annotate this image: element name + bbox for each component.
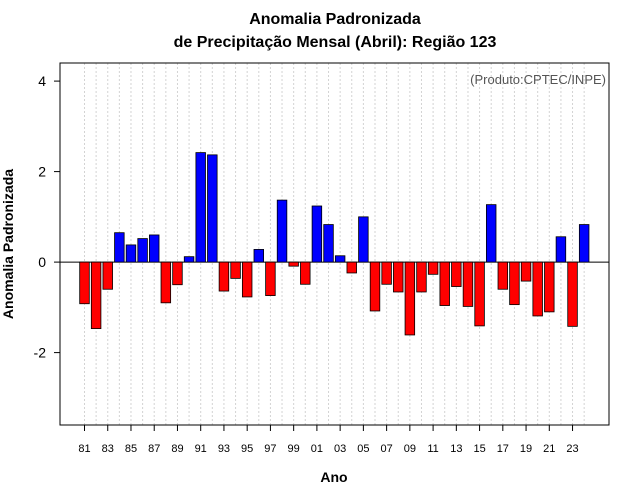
bar-82 — [90, 261, 102, 330]
x-tick-label: 85 — [125, 443, 137, 455]
y-tick-label: 2 — [38, 164, 46, 180]
bar-06 — [369, 261, 381, 312]
bar-24 — [578, 224, 590, 263]
bar-05 — [358, 216, 369, 263]
x-tick-label: 23 — [566, 443, 578, 455]
bar-14 — [462, 261, 474, 307]
x-tick-label: 83 — [102, 443, 114, 455]
x-tick-label: 17 — [497, 443, 509, 455]
bar-15 — [474, 261, 485, 327]
bar-94 — [230, 261, 241, 279]
y-tick-label: 0 — [38, 254, 46, 270]
x-tick-label: 15 — [473, 443, 485, 455]
bar-09 — [404, 261, 416, 336]
bars-group — [79, 152, 590, 336]
grid-lines — [84, 63, 585, 425]
x-tick-label: 13 — [450, 443, 462, 455]
bar-85 — [125, 244, 137, 263]
x-tick-label: 21 — [543, 443, 555, 455]
x-tick-label: 19 — [520, 443, 532, 455]
bar-23 — [567, 261, 578, 327]
x-tick-label: 89 — [171, 443, 183, 455]
x-tick-label: 09 — [404, 443, 416, 455]
bar-12 — [439, 261, 450, 306]
bar-01 — [311, 205, 323, 263]
bar-90 — [183, 256, 195, 263]
bar-86 — [137, 238, 148, 263]
x-axis: 81 83 85 87 89 91 93 95 97 99 01 03 05 07 09 11 13 15 17 19… — [78, 425, 579, 455]
x-tick-label: 87 — [148, 443, 160, 455]
x-tick-label: 97 — [264, 443, 276, 455]
bar-17 — [497, 261, 509, 290]
bar-10 — [416, 261, 427, 293]
x-tick-label: 93 — [218, 443, 230, 455]
bar-81 — [79, 261, 90, 305]
x-tick-label: 95 — [241, 443, 253, 455]
credit-label: (Produto:CPTEC/INPE) — [470, 72, 606, 87]
bar-20 — [532, 261, 543, 317]
bar-89 — [172, 261, 183, 286]
bar-92 — [207, 154, 218, 263]
bar-93 — [218, 261, 230, 292]
bar-22 — [555, 236, 567, 263]
x-tick-label: 05 — [357, 443, 369, 455]
bar-87 — [149, 234, 160, 263]
bar-16 — [485, 204, 497, 263]
bar-98 — [276, 199, 288, 263]
bar-03 — [334, 255, 346, 263]
bar-96 — [253, 249, 265, 263]
bar-08 — [393, 261, 404, 293]
bar-02 — [323, 224, 334, 263]
x-tick-label: 07 — [380, 443, 392, 455]
plot-box — [59, 62, 610, 426]
bar-84 — [114, 232, 125, 263]
x-tick-label: 11 — [427, 443, 438, 455]
y-tick-label: 4 — [38, 73, 46, 89]
chart-title-line2: de Precipitação Mensal (Abril): Região 1… — [174, 34, 497, 51]
bar-91 — [195, 152, 206, 263]
x-tick-label: 91 — [195, 443, 207, 455]
bar-07 — [381, 261, 392, 285]
bar-04 — [346, 261, 357, 274]
y-tick-label: -2 — [34, 345, 47, 361]
bar-18 — [509, 261, 520, 306]
x-tick-label: 03 — [334, 443, 346, 455]
y-axis-label: Anomalia Padronizada — [0, 169, 16, 319]
x-tick-label: 01 — [311, 443, 323, 455]
bar-13 — [451, 261, 462, 287]
chart-title-line1: Anomalia Padronizada — [249, 11, 421, 28]
bar-97 — [265, 261, 276, 296]
bar-11 — [427, 261, 439, 275]
bar-88 — [160, 261, 172, 304]
bar-21 — [544, 261, 555, 313]
y-axis: -2 0 2 4 — [34, 73, 60, 361]
bar-99 — [288, 261, 299, 267]
x-tick-label: 99 — [288, 443, 300, 455]
bar-83 — [102, 261, 113, 290]
bar-95 — [241, 261, 253, 298]
x-tick-label: 81 — [78, 443, 90, 455]
x-axis-label: Ano — [320, 469, 347, 485]
bar-19 — [520, 261, 532, 282]
bar-00 — [300, 261, 311, 285]
